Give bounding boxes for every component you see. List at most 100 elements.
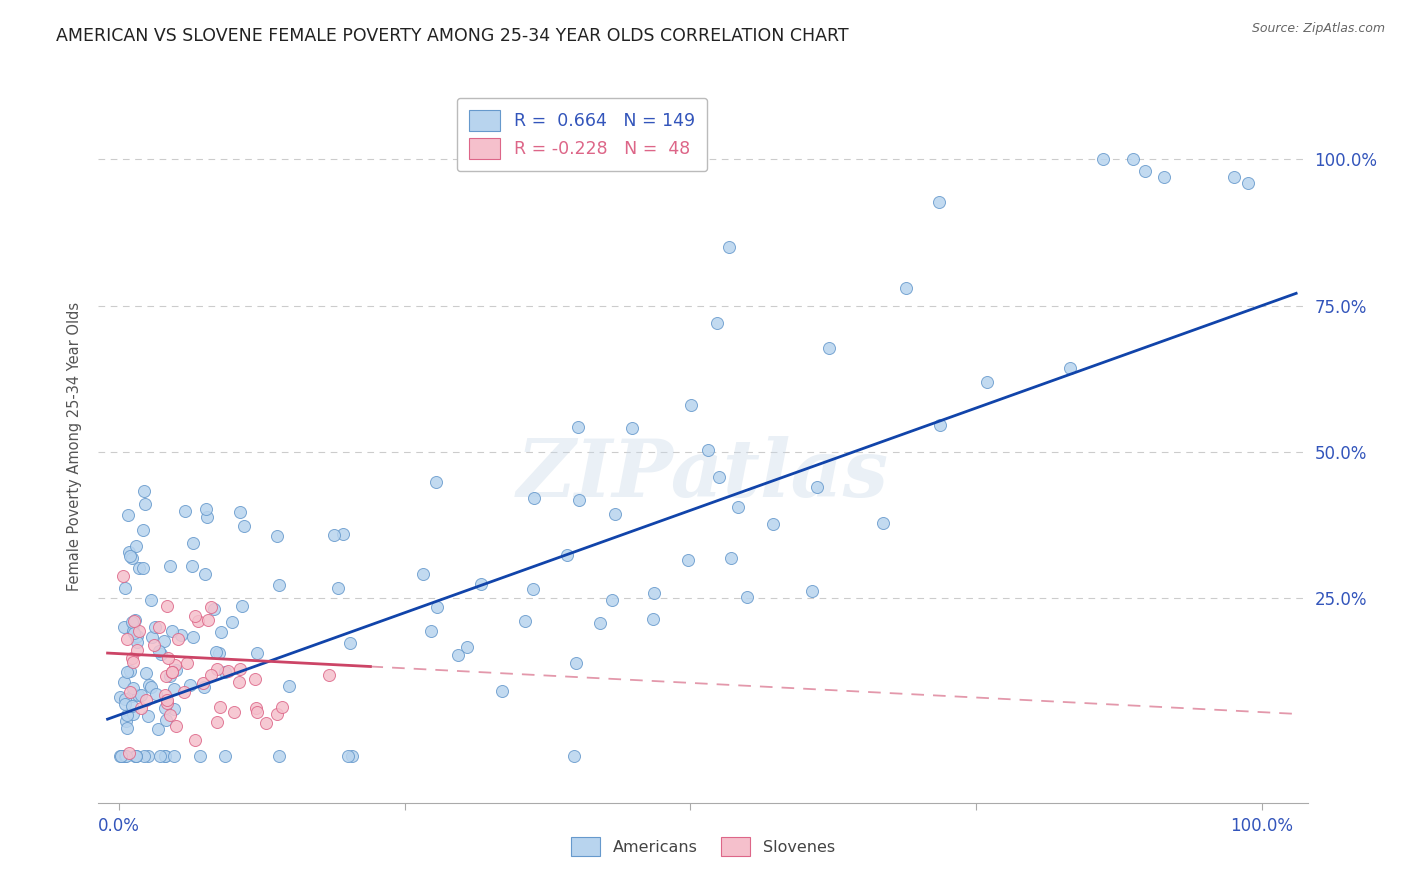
Point xyxy=(326,581,349,595)
Point xyxy=(209,625,232,640)
Point xyxy=(1133,164,1156,178)
Point xyxy=(205,645,228,659)
Point xyxy=(111,749,134,764)
Point xyxy=(121,690,143,704)
Point xyxy=(155,689,177,703)
Point xyxy=(180,559,202,574)
Point xyxy=(131,688,153,702)
Point xyxy=(110,749,132,764)
Point xyxy=(162,665,184,680)
Point xyxy=(114,749,136,764)
Point xyxy=(165,719,187,733)
Point xyxy=(125,635,148,649)
Point xyxy=(929,418,952,433)
Point xyxy=(121,618,143,632)
Point xyxy=(707,470,730,484)
Point xyxy=(208,646,231,660)
Point xyxy=(207,715,229,730)
Point xyxy=(176,656,198,670)
Point xyxy=(153,749,176,764)
Point xyxy=(232,519,254,533)
Point xyxy=(194,566,217,581)
Point xyxy=(976,375,998,389)
Point xyxy=(187,614,209,628)
Point xyxy=(150,648,173,662)
Point xyxy=(156,599,179,613)
Point xyxy=(139,592,162,607)
Point xyxy=(155,693,177,707)
Point xyxy=(125,749,148,764)
Point xyxy=(153,701,176,715)
Point xyxy=(160,665,183,679)
Point xyxy=(124,613,146,627)
Point xyxy=(155,714,177,728)
Point xyxy=(181,536,204,550)
Point xyxy=(163,701,186,715)
Point xyxy=(148,620,170,634)
Point xyxy=(125,539,148,553)
Point xyxy=(128,561,150,575)
Point xyxy=(332,527,354,541)
Point xyxy=(112,675,135,690)
Point xyxy=(124,614,146,628)
Point xyxy=(115,632,138,647)
Point xyxy=(134,497,156,511)
Point xyxy=(135,692,157,706)
Point xyxy=(173,685,195,699)
Point xyxy=(118,747,141,761)
Point xyxy=(174,503,197,517)
Point xyxy=(678,553,700,567)
Point xyxy=(122,624,145,638)
Point xyxy=(193,680,215,694)
Point xyxy=(205,662,228,676)
Point xyxy=(118,544,141,558)
Point xyxy=(155,669,177,683)
Point xyxy=(117,508,139,522)
Point xyxy=(491,683,513,698)
Point xyxy=(160,624,183,639)
Point xyxy=(271,700,294,714)
Point xyxy=(197,613,219,627)
Point xyxy=(762,517,785,532)
Point xyxy=(681,398,703,412)
Point xyxy=(145,687,167,701)
Point xyxy=(121,550,143,565)
Point xyxy=(523,491,546,505)
Point xyxy=(600,592,623,607)
Point xyxy=(124,749,146,764)
Point xyxy=(567,419,589,434)
Point xyxy=(125,629,148,643)
Point xyxy=(115,707,138,722)
Point xyxy=(266,529,288,543)
Point xyxy=(412,567,434,582)
Point xyxy=(928,195,950,210)
Point xyxy=(143,620,166,634)
Point xyxy=(134,484,156,499)
Point xyxy=(246,646,269,660)
Legend: Americans, Slovenes: Americans, Slovenes xyxy=(565,830,841,863)
Point xyxy=(1237,176,1260,190)
Point xyxy=(152,634,174,648)
Point xyxy=(165,657,187,672)
Point xyxy=(148,644,170,658)
Point xyxy=(132,749,155,764)
Point xyxy=(135,666,157,681)
Point xyxy=(245,706,267,720)
Point xyxy=(228,504,250,518)
Text: Source: ZipAtlas.com: Source: ZipAtlas.com xyxy=(1251,22,1385,36)
Point xyxy=(146,722,169,736)
Point xyxy=(159,559,181,574)
Point xyxy=(735,590,758,604)
Point xyxy=(202,602,225,616)
Point xyxy=(120,665,142,679)
Point xyxy=(243,672,266,686)
Point xyxy=(217,664,239,678)
Point xyxy=(115,721,138,735)
Point xyxy=(120,685,142,699)
Point xyxy=(157,650,180,665)
Point xyxy=(419,624,441,639)
Point xyxy=(163,749,186,764)
Point xyxy=(717,240,740,254)
Point xyxy=(1223,169,1246,184)
Point xyxy=(254,715,277,730)
